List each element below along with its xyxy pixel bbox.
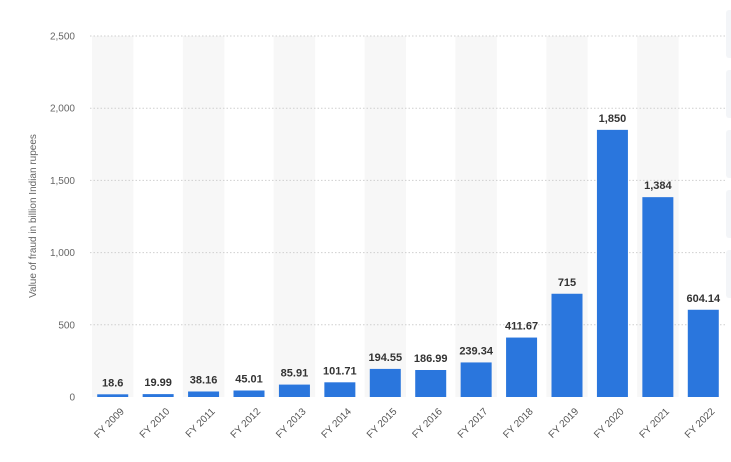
- x-tick-label: FY 2016: [410, 406, 445, 441]
- y-tick-label: 1,000: [50, 248, 75, 259]
- side-toolbar-strip: [726, 0, 731, 462]
- toolbar-tab[interactable]: [726, 130, 731, 178]
- bar-value-label: 18.6: [102, 377, 123, 389]
- y-axis-label: Value of fraud in billion Indian rupees: [28, 134, 39, 298]
- y-tick-label: 2,000: [50, 104, 75, 115]
- bar-value-label: 194.55: [368, 352, 402, 364]
- bar[interactable]: [642, 197, 674, 397]
- y-gridlines: [90, 35, 726, 326]
- x-tick-label: FY 2013: [274, 406, 309, 441]
- column-band: [92, 36, 134, 397]
- bar-value-label: 411.67: [505, 321, 538, 333]
- x-tick-label: FY 2020: [592, 406, 627, 441]
- x-tick-label: FY 2011: [184, 406, 218, 440]
- bar[interactable]: [460, 362, 492, 397]
- column-band: [455, 36, 497, 397]
- bar[interactable]: [415, 369, 447, 397]
- x-tick-label: FY 2018: [501, 406, 536, 441]
- x-tick-label: FY 2015: [365, 406, 400, 441]
- bars: [97, 129, 719, 398]
- x-tick-label: FY 2010: [138, 406, 173, 441]
- bar[interactable]: [97, 394, 129, 397]
- column-band: [364, 36, 406, 397]
- y-axis-tick-labels: 0 500 1,000 1,500 2,000 2,500: [50, 32, 75, 404]
- y-tick-label: 1,500: [50, 176, 75, 187]
- bar[interactable]: [687, 309, 719, 397]
- bar-value-label: 38.16: [190, 374, 218, 386]
- bar-value-label: 101.71: [323, 365, 357, 377]
- bar-value-label: 19.99: [144, 377, 172, 389]
- bar[interactable]: [596, 129, 628, 398]
- x-tick-label: FY 2009: [92, 406, 127, 441]
- x-tick-label: FY 2012: [229, 406, 264, 441]
- bar-value-label: 186.99: [414, 353, 448, 365]
- toolbar-tab[interactable]: [726, 250, 731, 298]
- alternating-column-bands: [92, 36, 679, 397]
- y-tick-label: 500: [58, 320, 75, 331]
- column-band: [182, 36, 225, 397]
- column-band: [273, 36, 316, 397]
- bar[interactable]: [506, 337, 538, 397]
- x-tick-label: FY 2022: [683, 406, 718, 441]
- x-tick-label: FY 2019: [547, 406, 582, 441]
- x-axis-tick-labels: FY 2009 FY 2010 FY 2011 FY 2012 FY 2013 FY 20…: [92, 406, 717, 441]
- bar[interactable]: [278, 384, 310, 397]
- bar[interactable]: [142, 394, 174, 397]
- bar[interactable]: [551, 293, 583, 397]
- bar-value-label: 1,850: [599, 113, 627, 125]
- bar-value-labels: 18.6 19.99 38.16 45.01 85.91 101.71 194.55 186.…: [102, 113, 721, 389]
- toolbar-tab[interactable]: [726, 10, 731, 58]
- x-tick-label: FY 2014: [320, 406, 355, 441]
- y-tick-label: 0: [69, 393, 75, 404]
- bar-value-label: 45.01: [235, 374, 263, 386]
- bar[interactable]: [324, 382, 356, 397]
- bar[interactable]: [369, 368, 401, 397]
- bar-value-label: 1,384: [644, 180, 672, 192]
- x-tick-label: FY 2017: [456, 406, 491, 441]
- bar-value-label: 239.34: [459, 345, 494, 357]
- toolbar-tab[interactable]: [726, 70, 731, 118]
- bar[interactable]: [233, 390, 265, 397]
- bar[interactable]: [188, 391, 220, 397]
- bar-value-label: 85.91: [281, 368, 309, 380]
- toolbar-tab[interactable]: [726, 190, 731, 238]
- x-tick-label: FY 2021: [638, 406, 673, 441]
- bar-value-label: 604.14: [686, 293, 721, 305]
- bar-value-label: 715: [558, 277, 576, 289]
- y-tick-label: 2,500: [50, 32, 75, 43]
